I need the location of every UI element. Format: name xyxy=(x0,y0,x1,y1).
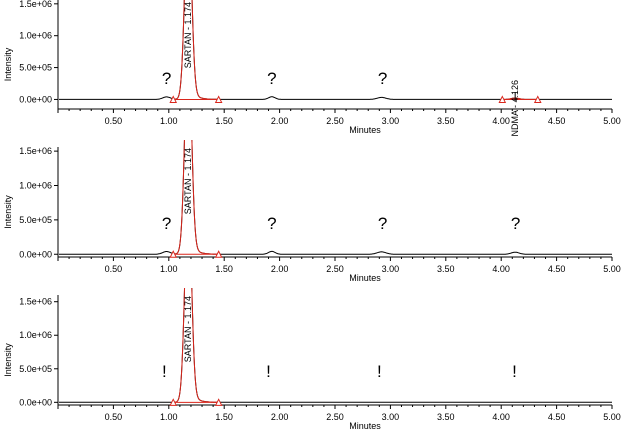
x-tick-label: 4.50 xyxy=(548,116,566,126)
y-tick-label: 5.0e+05 xyxy=(19,63,52,73)
x-tick-label: 0.50 xyxy=(105,412,123,422)
x-tick-label: 2.50 xyxy=(326,412,344,422)
x-tick-label: 5.00 xyxy=(603,264,621,274)
x-tick-label: 4.00 xyxy=(492,116,510,126)
integration-marker xyxy=(169,398,178,406)
y-tick-label: 1.5e+06 xyxy=(19,0,52,9)
y-tick-label: 0.0e+00 xyxy=(19,94,52,104)
y-tick-label: 1.0e+06 xyxy=(19,31,52,41)
integration-marker xyxy=(169,95,178,103)
x-tick-label: 2.00 xyxy=(271,412,289,422)
annotation-marker: ? xyxy=(378,69,387,88)
x-tick-label: 3.00 xyxy=(382,116,400,126)
x-tick-label: 0.50 xyxy=(105,116,123,126)
y-tick-label: 1.5e+06 xyxy=(19,297,52,307)
x-tick-label: 3.50 xyxy=(437,264,455,274)
chromatogram-trace xyxy=(59,288,612,403)
x-tick-label: 1.50 xyxy=(215,264,233,274)
x-tick-label: 3.50 xyxy=(437,412,455,422)
x-tick-label: 1.50 xyxy=(215,412,233,422)
x-tick-label: 2.50 xyxy=(326,264,344,274)
integration-marker xyxy=(498,95,507,103)
annotation-marker: ? xyxy=(267,69,276,88)
y-tick-label: 1.0e+06 xyxy=(19,181,52,191)
x-axis-title: Minutes xyxy=(349,125,381,135)
integrated-peak-trace xyxy=(173,288,219,403)
x-tick-label: 4.50 xyxy=(548,264,566,274)
peak-label: NDMA - 4.126 xyxy=(510,80,520,137)
y-tick-label: 1.5e+06 xyxy=(19,146,52,156)
annotation-marker: ! xyxy=(266,362,271,381)
y-tick-label: 5.0e+05 xyxy=(19,364,52,374)
x-tick-label: 1.50 xyxy=(215,116,233,126)
chromatogram-trace xyxy=(59,0,612,100)
y-axis-title: Intensity xyxy=(3,47,13,81)
integration-marker xyxy=(214,250,223,258)
y-axis-title: Intensity xyxy=(3,343,13,377)
y-tick-label: 5.0e+05 xyxy=(19,215,52,225)
annotation-marker: ! xyxy=(377,362,382,381)
y-axis-title: Intensity xyxy=(3,195,13,229)
x-tick-label: 2.00 xyxy=(271,264,289,274)
x-tick-label: 1.00 xyxy=(160,412,178,422)
integration-marker xyxy=(169,250,178,258)
x-tick-label: 4.50 xyxy=(548,412,566,422)
x-tick-label: 2.00 xyxy=(271,116,289,126)
x-axis-title: Minutes xyxy=(349,421,381,431)
integrated-peak-trace xyxy=(173,0,219,100)
y-tick-label: 0.0e+00 xyxy=(19,397,52,407)
chromatogram-trace xyxy=(59,140,612,255)
x-tick-label: 5.00 xyxy=(603,116,621,126)
annotation-marker: ! xyxy=(512,362,517,381)
peak-label: SARTAN - 1.174 xyxy=(183,148,193,214)
annotation-marker: ? xyxy=(162,214,171,233)
integration-marker xyxy=(533,95,542,103)
integrated-peak-trace xyxy=(173,140,219,255)
y-tick-label: 1.0e+06 xyxy=(19,330,52,340)
x-tick-label: 1.00 xyxy=(160,264,178,274)
annotation-marker: ! xyxy=(162,362,167,381)
peak-label: SARTAN - 1.174 xyxy=(183,2,193,68)
x-tick-label: 3.00 xyxy=(382,264,400,274)
chromatogram-panel-3: 0.0e+00 5.0e+05 1.0e+06 1.5e+06 0.50 1.00 1.50… xyxy=(3,288,621,431)
x-tick-label: 4.00 xyxy=(492,412,510,422)
x-tick-label: 3.00 xyxy=(382,412,400,422)
chromatogram-panel-1: 0.0e+00 5.0e+05 1.0e+06 1.5e+06 0.50 1.00 1.50… xyxy=(3,0,621,137)
x-tick-label: 1.00 xyxy=(160,116,178,126)
x-axis-title: Minutes xyxy=(349,273,381,283)
x-tick-label: 4.00 xyxy=(492,264,510,274)
peak-label: SARTAN - 1.174 xyxy=(183,296,193,362)
chromatogram-panel-2: 0.0e+00 5.0e+05 1.0e+06 1.5e+06 0.50 1.00 1.50… xyxy=(3,140,621,283)
annotation-marker: ? xyxy=(267,214,276,233)
annotation-marker: ? xyxy=(378,214,387,233)
x-tick-label: 5.00 xyxy=(603,412,621,422)
integration-marker xyxy=(214,398,223,406)
x-tick-label: 3.50 xyxy=(437,116,455,126)
annotation-marker: ? xyxy=(162,69,171,88)
annotation-marker: ? xyxy=(511,214,520,233)
x-tick-label: 0.50 xyxy=(105,264,123,274)
x-tick-label: 2.50 xyxy=(326,116,344,126)
integration-marker xyxy=(214,95,223,103)
y-tick-label: 0.0e+00 xyxy=(19,249,52,259)
